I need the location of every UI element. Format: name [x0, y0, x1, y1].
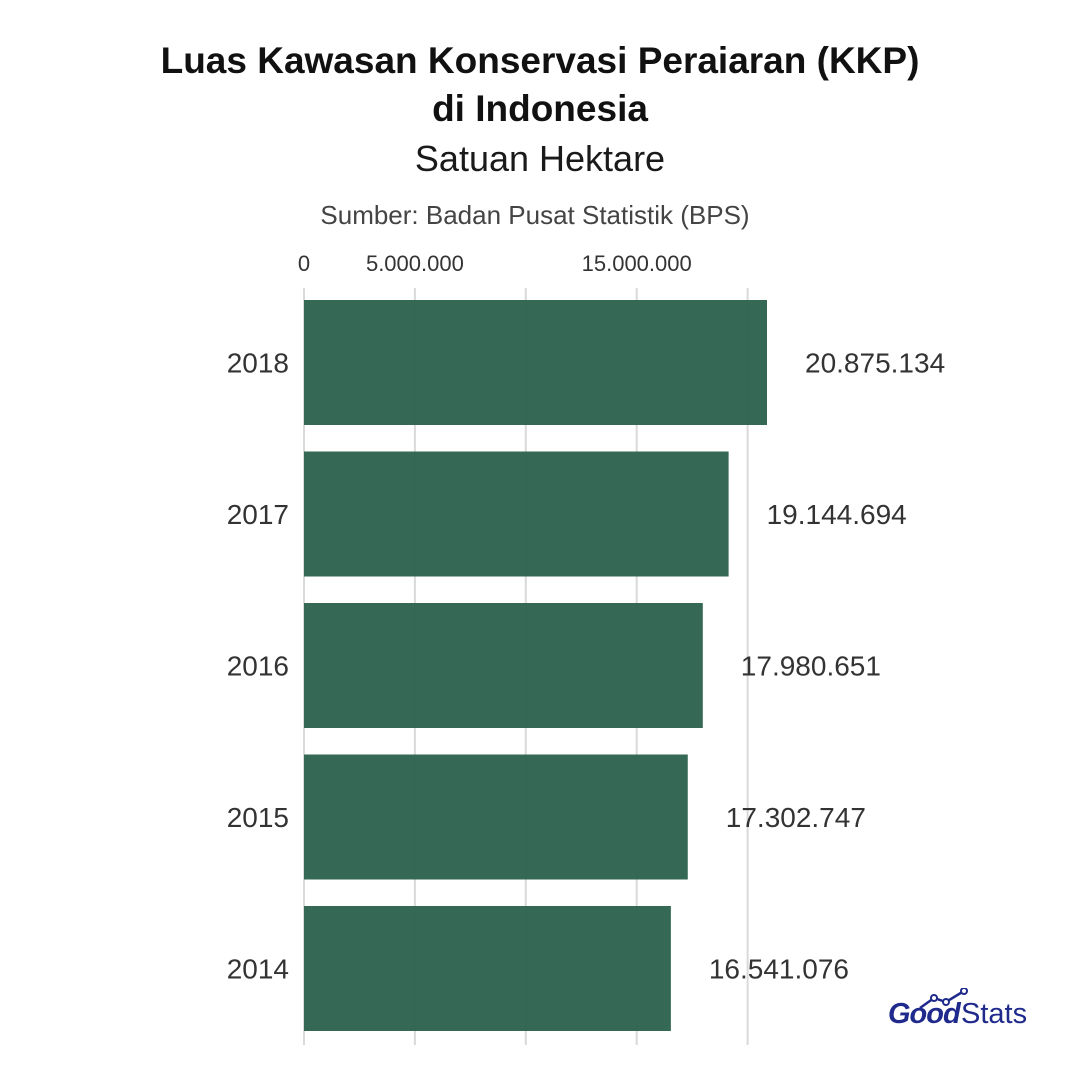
- bars: [304, 300, 767, 1031]
- x-axis-ticks: 0 5.000.000 15.000.000: [298, 251, 692, 276]
- x-tick-label: 15.000.000: [582, 251, 692, 276]
- category-label: 2016: [227, 651, 289, 682]
- category-label: 2015: [227, 802, 289, 833]
- data-label: 20.875.134: [805, 348, 945, 379]
- chart-title-line1: Luas Kawasan Konservasi Peraiaran (KKP): [160, 40, 920, 81]
- data-label: 17.980.651: [741, 651, 881, 682]
- source-note: Sumber: Badan Pusat Statistik (BPS): [320, 200, 750, 230]
- bar-2014: [304, 906, 671, 1031]
- logo-text-stats: Stats: [961, 998, 1028, 1030]
- bar-2016: [304, 603, 703, 728]
- bar-2017: [304, 451, 729, 577]
- labels: 2018 20.875.134 2017 19.144.694 2016 17.980.6…: [227, 348, 945, 985]
- bar-2015: [304, 754, 688, 880]
- category-label: 2014: [227, 954, 289, 985]
- x-tick-label: 0: [298, 251, 310, 276]
- goodstats-logo: Good Stats: [888, 988, 1048, 1036]
- data-label: 19.144.694: [767, 499, 907, 530]
- category-label: 2018: [227, 348, 289, 379]
- data-label: 17.302.747: [726, 802, 866, 833]
- logo-trend-icon: [919, 988, 968, 1010]
- data-label: 16.541.076: [709, 954, 849, 985]
- bar-2018: [304, 300, 767, 425]
- category-label: 2017: [227, 499, 289, 530]
- chart-title-line2: di Indonesia: [432, 88, 648, 129]
- chart-subtitle: Satuan Hektare: [414, 138, 666, 179]
- x-tick-label: 5.000.000: [366, 251, 464, 276]
